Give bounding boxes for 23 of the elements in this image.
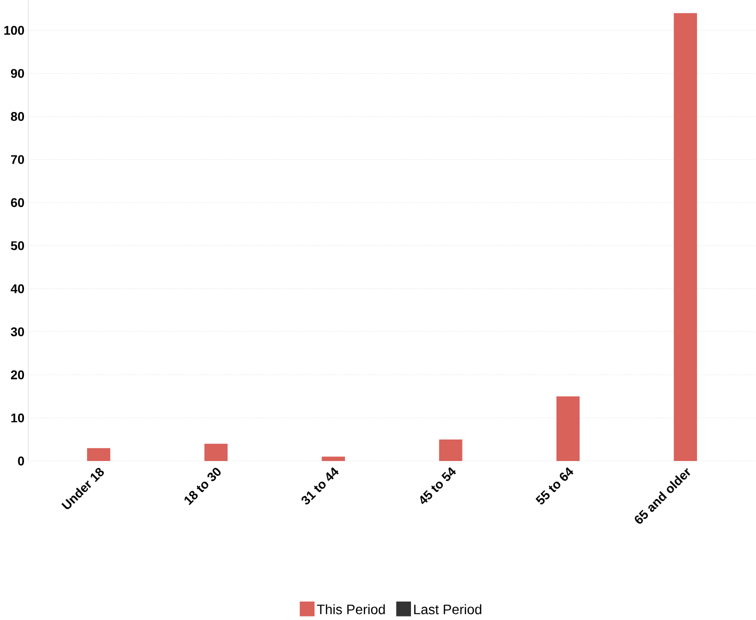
y-tick-label: 30 <box>10 327 24 336</box>
x-tick-label: 55 to 64 <box>536 467 574 504</box>
y-tick-label: 20 <box>10 370 24 380</box>
bar <box>674 13 697 462</box>
bar <box>439 440 462 462</box>
legend-label: Last Period <box>414 604 482 614</box>
y-tick-label: 100 <box>4 26 24 35</box>
y-tick-label: 90 <box>10 69 24 78</box>
bar <box>204 444 228 462</box>
bar <box>556 396 580 462</box>
y-tick-label: 50 <box>10 241 24 250</box>
x-tick-label: 18 to 30 <box>184 468 221 506</box>
x-tick-label: 31 to 44 <box>302 467 339 504</box>
y-tick-label: 10 <box>11 414 24 422</box>
bar <box>87 448 110 462</box>
y-tick-label: 60 <box>10 198 24 208</box>
y-tick-label: 70 <box>11 155 24 164</box>
bar <box>322 456 345 462</box>
x-tick-label: 45 to 54 <box>420 467 456 504</box>
y-tick-label: 0 <box>18 456 24 466</box>
y-tick-label: 80 <box>10 112 24 121</box>
legend-label: This Period <box>316 604 385 614</box>
y-tick-label: 40 <box>10 284 24 294</box>
